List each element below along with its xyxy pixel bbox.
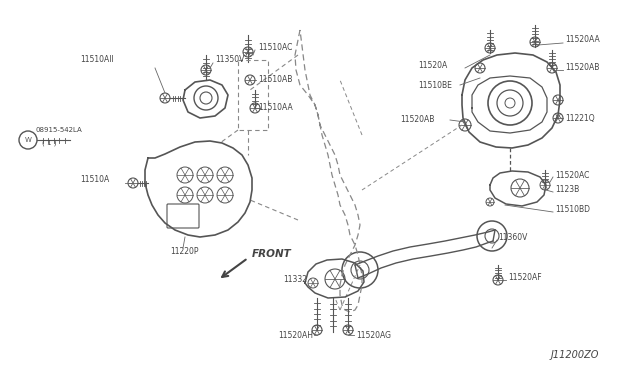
Text: J11200ZO: J11200ZO xyxy=(551,350,599,360)
Text: 11520AH: 11520AH xyxy=(278,330,313,340)
Text: ( 1 ): ( 1 ) xyxy=(42,140,56,146)
Text: 11520AB: 11520AB xyxy=(565,64,600,73)
Text: 11332: 11332 xyxy=(283,276,307,285)
Text: 11220P: 11220P xyxy=(170,247,198,257)
Text: 08915-542LA: 08915-542LA xyxy=(35,127,82,133)
Text: 11510AII: 11510AII xyxy=(80,55,114,64)
Text: 11520AA: 11520AA xyxy=(565,35,600,45)
Text: 11520AC: 11520AC xyxy=(555,170,589,180)
Text: 11510A: 11510A xyxy=(80,176,109,185)
Text: 11221Q: 11221Q xyxy=(565,113,595,122)
Text: 11520A: 11520A xyxy=(418,61,447,70)
Text: 11360V: 11360V xyxy=(498,234,527,243)
Text: 11510AB: 11510AB xyxy=(258,76,292,84)
Text: 11510AA: 11510AA xyxy=(258,103,292,112)
Text: 11510BE: 11510BE xyxy=(418,80,452,90)
Text: 11520AB: 11520AB xyxy=(400,115,435,125)
Text: W: W xyxy=(24,137,31,143)
Text: 11350V: 11350V xyxy=(215,55,244,64)
Text: 11510BD: 11510BD xyxy=(555,205,590,215)
Text: 11510AC: 11510AC xyxy=(258,42,292,51)
Text: FRONT: FRONT xyxy=(252,249,292,259)
Text: 11520AF: 11520AF xyxy=(508,273,541,282)
Text: 11520AG: 11520AG xyxy=(356,330,391,340)
Text: 1123B: 1123B xyxy=(555,186,579,195)
